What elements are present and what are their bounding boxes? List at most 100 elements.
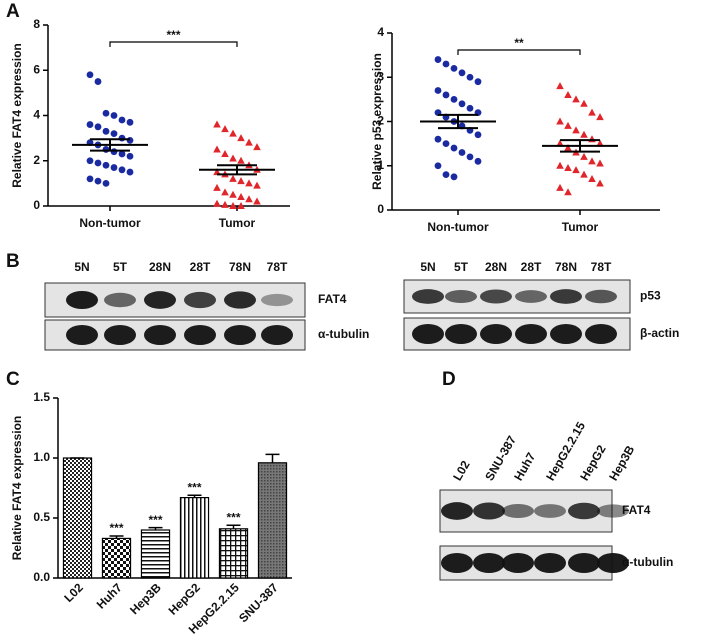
data-point [588, 157, 596, 165]
bar-annotation: *** [226, 510, 240, 524]
data-point [466, 104, 474, 112]
blot-band [473, 553, 505, 573]
y-axis-label: Relative FAT4 expression [10, 416, 24, 561]
blot-band [550, 324, 582, 344]
data-point [221, 149, 229, 157]
data-point [86, 157, 94, 165]
data-point [580, 99, 588, 107]
data-point [102, 161, 110, 169]
data-point [237, 202, 245, 209]
error-bar [187, 494, 202, 498]
data-point [588, 108, 596, 116]
data-point [126, 168, 134, 176]
data-point [126, 118, 134, 126]
data-point [442, 140, 450, 148]
blot-row-label: FAT4 [622, 503, 651, 517]
panel-letter: A [6, 1, 20, 22]
bar [62, 457, 93, 579]
data-point [94, 159, 102, 167]
y-tick-label: 1.0 [33, 450, 50, 464]
data-point [564, 144, 572, 152]
blot-band [515, 290, 547, 303]
data-point [450, 95, 458, 103]
data-point [221, 125, 229, 133]
data-point [118, 150, 126, 158]
y-tick-label: 1.5 [33, 390, 50, 404]
y-tick-label: 8 [33, 17, 40, 31]
data-point [213, 183, 221, 191]
blot-band [224, 291, 256, 309]
blot-band [445, 324, 477, 344]
data-point [213, 199, 221, 207]
blot-band [104, 325, 136, 345]
data-point [442, 60, 450, 68]
data-point [572, 126, 580, 134]
data-point [572, 166, 580, 174]
data-point [588, 175, 596, 183]
data-point [588, 135, 596, 143]
data-point [229, 190, 237, 198]
blot-band [66, 291, 98, 309]
bar-annotation: *** [148, 513, 162, 527]
lane-label: 28N [149, 260, 171, 274]
data-point [245, 138, 253, 146]
data-point [564, 121, 572, 129]
blot-row-label: FAT4 [318, 292, 347, 306]
data-point [237, 192, 245, 200]
data-point [556, 183, 564, 191]
blot-band [184, 325, 216, 345]
data-point [229, 129, 237, 137]
y-axis-label: Relative p53 expression [370, 53, 384, 190]
blot-band [585, 324, 617, 344]
error-bar [265, 453, 280, 463]
lane-label: Huh7 [511, 450, 538, 483]
data-point [458, 100, 466, 108]
blot-band [597, 553, 629, 573]
lane-label: 5T [454, 260, 469, 274]
bar [101, 537, 132, 579]
blot-band [550, 289, 582, 304]
blot-row-label: p53 [640, 289, 661, 303]
data-point [572, 95, 580, 103]
y-axis-label: Relative FAT4 expression [10, 43, 24, 188]
x-tick-label: Tumor [562, 220, 599, 234]
data-point [253, 181, 261, 189]
error-bar [226, 524, 241, 529]
data-point [237, 177, 245, 185]
data-point [466, 73, 474, 81]
data-point [580, 130, 588, 138]
blot-band [534, 553, 566, 573]
x-tick-label: Non-tumor [427, 220, 489, 234]
y-tick-label: 0.5 [33, 510, 50, 524]
data-point [434, 87, 442, 94]
blot-band [568, 553, 600, 573]
data-point [556, 117, 564, 125]
data-point [580, 152, 588, 160]
blot-band [585, 289, 617, 304]
lane-label: 5T [113, 260, 128, 274]
blot-band [502, 503, 534, 519]
blot-band [184, 291, 216, 309]
lane-label: 78T [267, 260, 288, 274]
data-point [450, 65, 458, 72]
data-point [237, 134, 245, 142]
data-point [102, 146, 110, 153]
data-point [94, 177, 102, 185]
data-point [221, 200, 229, 208]
data-point [466, 153, 474, 161]
data-point [86, 175, 94, 183]
x-tick-label: Non-tumor [79, 216, 141, 230]
blot-band [144, 325, 176, 345]
data-point [118, 166, 126, 174]
y-tick-label: 4 [33, 108, 40, 122]
data-point [102, 127, 110, 135]
data-point [474, 78, 482, 86]
data-point [474, 131, 482, 139]
panel-letter: D [442, 369, 456, 390]
data-point [434, 162, 442, 170]
panel-letter: B [6, 251, 20, 272]
y-tick-label: 6 [33, 62, 40, 76]
blot-row-label: α-tubulin [318, 327, 369, 341]
blot-band [597, 504, 629, 518]
